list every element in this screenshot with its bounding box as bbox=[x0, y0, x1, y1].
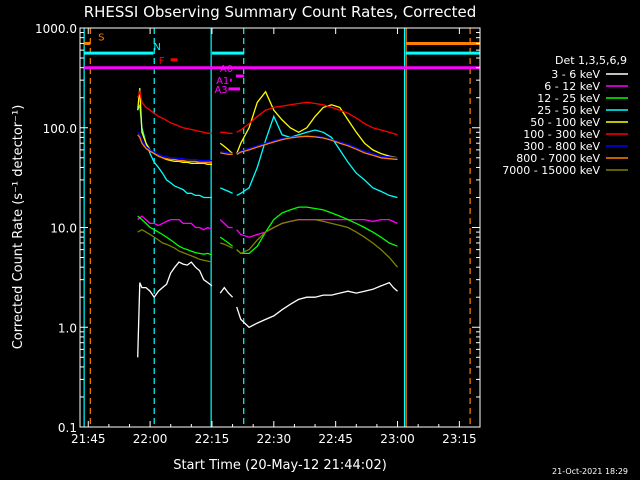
legend-label-5: 100 - 300 keV bbox=[523, 128, 600, 141]
x-tick-label-1: 22:00 bbox=[133, 432, 168, 446]
legend-label-0: 3 - 6 keV bbox=[551, 68, 600, 81]
y-tick-label-2: 10.0 bbox=[50, 222, 77, 236]
series-line-5 bbox=[137, 89, 398, 136]
chart-title: RHESSI Observing Summary Count Rates, Co… bbox=[84, 3, 477, 21]
legend-label-7: 800 - 7000 keV bbox=[516, 152, 600, 165]
x-tick-label-0: 21:45 bbox=[71, 432, 106, 446]
legend-label-8: 7000 - 15000 keV bbox=[502, 164, 600, 177]
y-tick-label-1: 1.0 bbox=[58, 321, 77, 335]
flag-label-a0: A0 bbox=[220, 64, 233, 75]
legend-label-4: 50 - 100 keV bbox=[530, 116, 600, 129]
legend-label-1: 6 - 12 keV bbox=[544, 80, 600, 93]
y-tick-label-4: 1000.0 bbox=[35, 22, 77, 36]
series-line-0 bbox=[137, 261, 398, 358]
legend-label-3: 25 - 50 keV bbox=[537, 104, 600, 117]
flag-label-a1: A1 bbox=[216, 76, 229, 87]
legend-label-6: 300 - 800 keV bbox=[523, 140, 600, 153]
legend-title: Det 1,3,5,6,9 bbox=[555, 54, 627, 67]
x-tick-label-4: 22:45 bbox=[318, 432, 353, 446]
x-tick-label-6: 23:15 bbox=[442, 432, 477, 446]
x-tick-label-3: 22:30 bbox=[257, 432, 292, 446]
y-tick-label-0: 0.1 bbox=[58, 421, 77, 435]
series-line-8 bbox=[137, 218, 398, 268]
legend-label-2: 12 - 25 keV bbox=[537, 92, 600, 105]
series-line-7 bbox=[137, 134, 398, 163]
flag-label-s: S bbox=[98, 32, 104, 43]
x-tick-label-5: 23:00 bbox=[380, 432, 415, 446]
x-tick-label-2: 22:15 bbox=[195, 432, 230, 446]
date-stamp: 21-Oct-2021 18:29 bbox=[552, 467, 628, 476]
flag-label-a3: A3 bbox=[214, 85, 227, 96]
flag-label-f: F bbox=[159, 56, 165, 67]
series-line-4 bbox=[137, 88, 398, 165]
x-axis-label: Start Time (20-May-12 21:44:02) bbox=[173, 458, 387, 473]
y-axis-label: Corrected Count Rate (s⁻¹ detector⁻¹) bbox=[11, 105, 26, 350]
y-tick-label-3: 100.0 bbox=[43, 122, 77, 136]
flag-label-n: N bbox=[153, 42, 160, 53]
series-line-2 bbox=[137, 206, 398, 256]
